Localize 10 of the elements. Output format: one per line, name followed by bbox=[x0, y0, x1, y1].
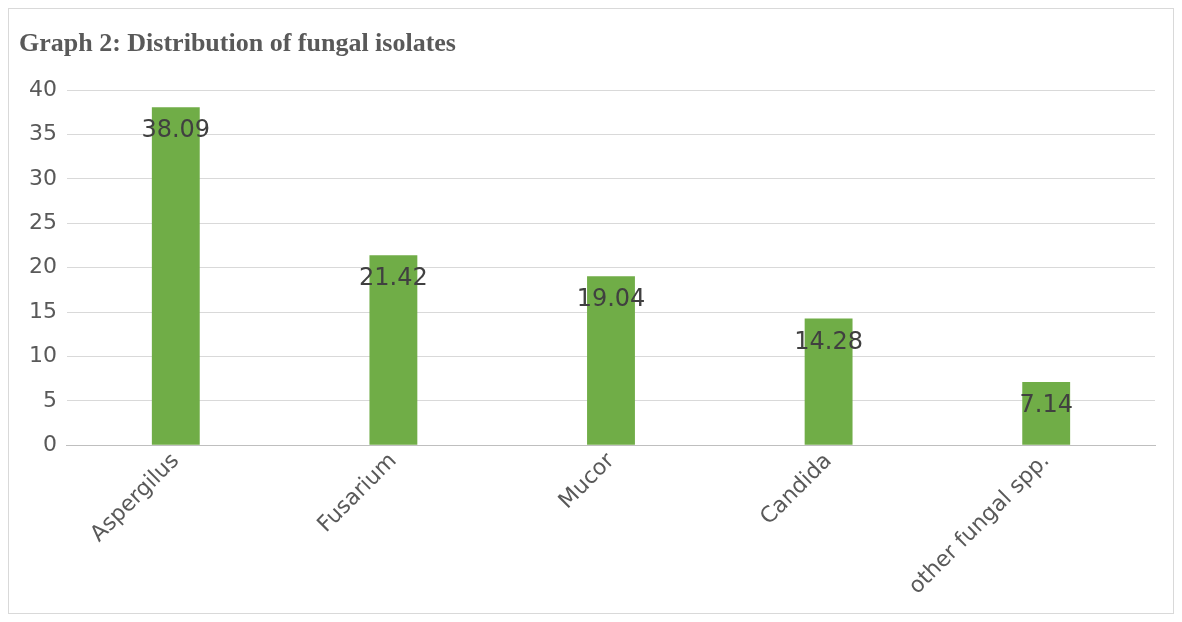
y-tick-label: 25 bbox=[28, 209, 57, 235]
y-tick-label: 35 bbox=[28, 120, 57, 146]
chart-title: Graph 2: Distribution of fungal isolates bbox=[19, 28, 456, 58]
y-tick-label: 20 bbox=[28, 253, 57, 279]
y-tick-label: 10 bbox=[28, 342, 57, 368]
y-tick-label: 40 bbox=[28, 75, 57, 101]
y-tick-label: 0 bbox=[42, 430, 57, 456]
y-tick-label: 30 bbox=[28, 164, 57, 190]
y-tick-label: 5 bbox=[42, 386, 57, 412]
y-tick-label: 15 bbox=[28, 297, 57, 323]
